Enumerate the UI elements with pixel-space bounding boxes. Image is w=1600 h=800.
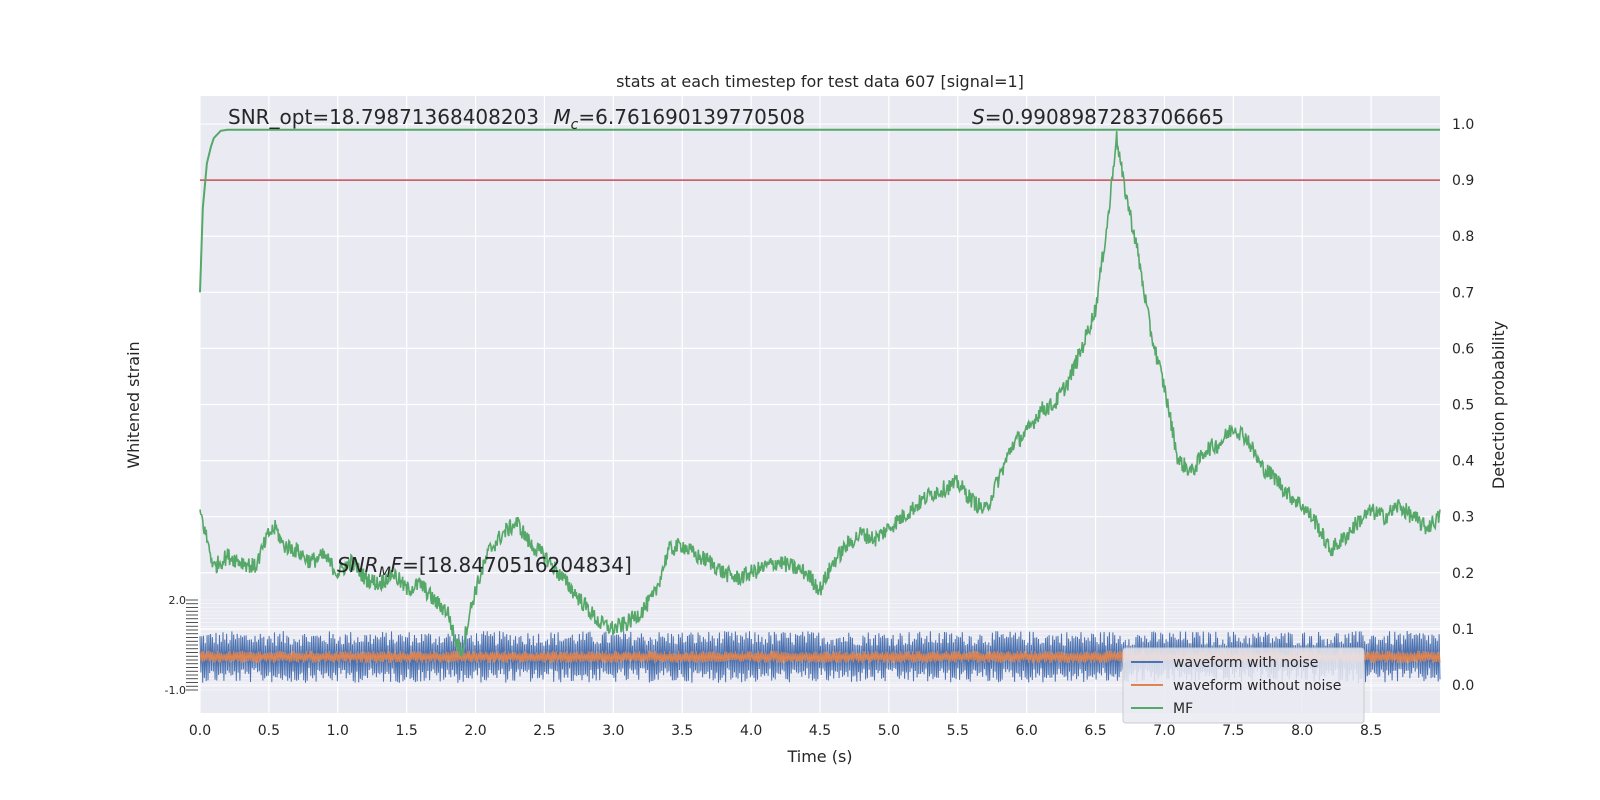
x-axis-ticks: 0.0 0.5 1.0 1.5 2.0 2.5 3.0 3.5 4.0 4.5 5.0 5.5 6.0 6… [189, 723, 1382, 739]
y-right-axis-ticks: 0.0 0.1 0.2 0.3 0.4 0.5 0.6 0.7 0.8 0.9 1.0 [1452, 117, 1474, 694]
annotation-s-symbol: S [972, 105, 985, 129]
y-right-tick-label: 0.3 [1452, 510, 1474, 526]
x-tick-label: 7.0 [1153, 723, 1175, 739]
x-tick-label: 1.5 [396, 723, 418, 739]
annotation-snr-mf-sub: M [379, 565, 391, 581]
y-left-tick-label: -1.0 [165, 684, 186, 697]
y-right-tick-label: 0.1 [1452, 622, 1474, 638]
y-left-axis-label: Whitened strain [124, 341, 143, 468]
annotation-mc-symbol: M [553, 105, 570, 129]
y-right-axis-label: Detection probability [1489, 321, 1508, 489]
series-layer [199, 128, 1441, 683]
annotation-s-value: =0.9908987283706665 [985, 105, 1224, 129]
x-tick-label: 8.5 [1360, 723, 1382, 739]
x-tick-label: 6.5 [1084, 723, 1106, 739]
y-right-tick-label: 0.2 [1452, 566, 1474, 582]
annotation-snr-opt: SNR_opt=18.79871368408203 Mc=6.761690139… [228, 105, 805, 133]
annotation-snr-mf-tail: F [391, 553, 403, 577]
annotation-mc-value: =6.761690139770508 [578, 105, 805, 129]
x-tick-label: 3.0 [602, 723, 624, 739]
y-right-tick-label: 0.8 [1452, 229, 1474, 245]
annotation-snr-mf-value: =[18.8470516204834] [402, 553, 632, 577]
x-axis-label: Time (s) [786, 747, 852, 766]
legend: waveform with noise waveform without noi… [1122, 647, 1365, 724]
x-tick-label: 5.0 [878, 723, 900, 739]
legend-label-no-noise: waveform without noise [1173, 678, 1341, 694]
x-tick-label: 0.0 [189, 723, 211, 739]
x-tick-label: 4.0 [740, 723, 762, 739]
x-tick-label: 5.5 [947, 723, 969, 739]
annotation-snr-mf-symbol: SNR [337, 553, 379, 577]
y-right-tick-label: 0.6 [1452, 341, 1474, 357]
y-right-tick-label: 0.5 [1452, 398, 1474, 414]
annotation-mc-sub: c [571, 117, 579, 133]
legend-box [1122, 647, 1365, 724]
y-right-tick-label: 0.0 [1452, 678, 1474, 694]
series-detection-probability [199, 131, 1441, 658]
y-right-tick-label: 0.4 [1452, 454, 1474, 470]
legend-label-noise: waveform with noise [1173, 655, 1318, 671]
annotation-snr-mf: SNRMF=[18.8470516204834] [337, 553, 632, 581]
y-right-tick-label: 1.0 [1452, 117, 1474, 133]
y-right-tick-label: 0.9 [1452, 173, 1474, 189]
y-left-tick-label: 2.0 [169, 594, 187, 607]
annotation-snr-opt-text: SNR_opt=18.79871368408203 [228, 105, 539, 129]
x-tick-label: 7.5 [1222, 723, 1244, 739]
x-tick-label: 6.0 [1016, 723, 1038, 739]
annotation-s: S=0.9908987283706665 [972, 105, 1224, 129]
x-tick-label: 0.5 [258, 723, 280, 739]
x-tick-label: 8.0 [1291, 723, 1313, 739]
x-tick-label: 2.5 [533, 723, 555, 739]
series-mf-line [199, 128, 1440, 293]
legend-label-mf: MF [1173, 701, 1193, 717]
x-tick-label: 2.0 [464, 723, 486, 739]
x-tick-label: 1.0 [327, 723, 349, 739]
y-right-tick-label: 0.7 [1452, 285, 1474, 301]
chart-title: stats at each timestep for test data 607… [616, 72, 1024, 91]
y-left-axis-ticks: -1.0 2.0 [165, 594, 198, 697]
x-tick-label: 4.5 [809, 723, 831, 739]
x-tick-label: 3.5 [671, 723, 693, 739]
